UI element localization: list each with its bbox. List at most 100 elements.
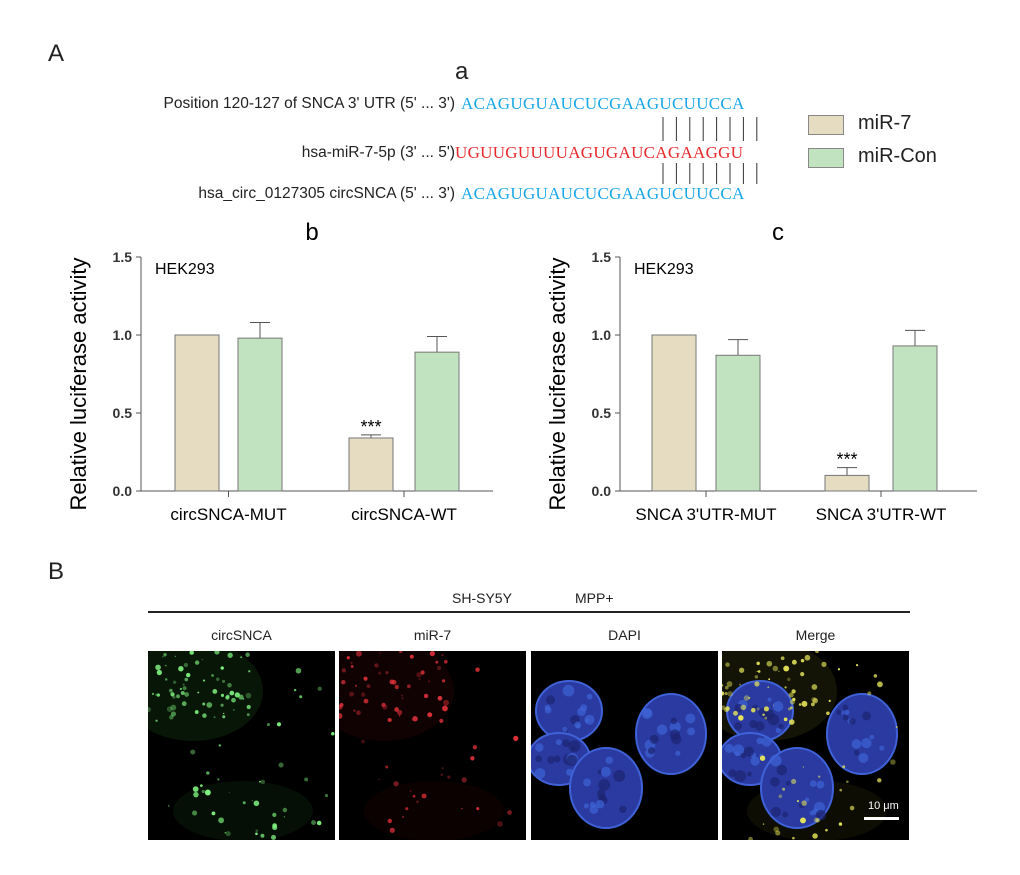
fluorescent-puncta [811, 697, 817, 703]
cytoplasm-signal [148, 651, 263, 741]
fluorescent-puncta [441, 653, 444, 657]
fluorescent-puncta [401, 697, 404, 700]
fluorescent-puncta [225, 831, 231, 837]
fluorescent-puncta [513, 735, 519, 741]
significance-marker: *** [360, 417, 381, 437]
x-tick-label: SNCA 3'UTR-MUT [635, 505, 776, 524]
fluorescent-puncta [155, 664, 161, 671]
fluorescent-puncta [382, 704, 388, 710]
fluorescent-puncta [194, 660, 200, 665]
chromatin [577, 707, 586, 716]
chromatin [816, 780, 825, 789]
fluorescent-puncta [394, 707, 399, 712]
chromatin [740, 752, 746, 759]
fluorescent-puncta [184, 692, 190, 697]
chromatin [670, 717, 678, 725]
fluorescent-puncta [162, 655, 164, 658]
fluorescent-puncta [339, 702, 344, 707]
fluorescent-puncta [439, 718, 444, 723]
chromatin [785, 780, 791, 786]
fluorescent-puncta [783, 717, 788, 722]
fluorescent-puncta [240, 656, 243, 659]
fluorescent-puncta [204, 789, 211, 796]
panel-label-b: B [48, 558, 65, 585]
chromatin [804, 797, 810, 802]
fluorescent-puncta [282, 807, 288, 813]
fluorescent-puncta [826, 711, 830, 716]
fluorescent-puncta [331, 732, 335, 736]
fluorescent-puncta [800, 658, 805, 663]
fluorescent-puncta [804, 654, 811, 661]
fluorescent-puncta [154, 693, 158, 696]
fluorescent-puncta [272, 825, 278, 831]
bar-miR-7-SNCA 3'UTR-MUT [651, 334, 697, 492]
fluorescent-puncta [778, 670, 780, 673]
fluorescent-puncta [156, 693, 161, 697]
treatment-label: MPP+ [575, 590, 614, 606]
chromatin [547, 756, 555, 764]
fluorescent-puncta [180, 691, 185, 695]
chromatin [600, 766, 611, 777]
chromatin [535, 755, 543, 763]
fluorescent-puncta [226, 694, 230, 698]
chromatin [844, 709, 850, 715]
fluorescent-puncta [726, 681, 733, 687]
chromatin [669, 721, 681, 733]
fluorescent-puncta [846, 780, 849, 784]
fluorescent-puncta [867, 691, 872, 696]
chromatin [545, 695, 556, 705]
chromatin [687, 727, 696, 736]
fluorescent-puncta [828, 699, 831, 702]
fluorescent-puncta [355, 684, 358, 687]
fluorescent-puncta [363, 676, 368, 681]
fluorescent-puncta [218, 817, 225, 824]
fluorescent-puncta [722, 691, 725, 696]
header-divider [148, 611, 910, 613]
fluorescent-puncta [242, 698, 245, 700]
fluorescent-puncta [405, 807, 409, 811]
fluorescent-puncta [224, 831, 227, 834]
fluorescent-puncta [227, 683, 232, 688]
fluorescent-puncta [379, 652, 381, 654]
fluorescent-puncta [409, 790, 412, 792]
chromatin [869, 734, 875, 740]
chart-annotation: HEK293 [155, 261, 215, 278]
chromatin [597, 789, 606, 798]
fluorescent-puncta [361, 692, 366, 697]
chart-c: c Relative luciferase activity HEK293 0.0 0.… [545, 219, 977, 524]
significance-marker: *** [836, 450, 857, 470]
fluorescent-puncta [182, 686, 187, 691]
bar-miR-Con-circSNCA-MUT [237, 337, 283, 492]
fluorescent-puncta [784, 686, 787, 689]
fluorescent-puncta [170, 711, 177, 717]
fluorescent-puncta [295, 667, 302, 674]
fluorescent-puncta [441, 767, 444, 769]
fluorescent-puncta [750, 707, 756, 713]
fluorescent-puncta [783, 665, 790, 672]
chromatin [761, 736, 772, 747]
fluorescent-puncta [245, 692, 252, 699]
fluorescent-puncta [267, 723, 270, 727]
fluorescent-puncta [739, 667, 745, 673]
subpanel-label: c [772, 219, 784, 246]
fluorescent-puncta [763, 706, 769, 712]
fluorescent-puncta [339, 713, 343, 719]
fluorescent-puncta [877, 681, 883, 688]
subpanel-label-a: a [455, 58, 469, 85]
chromatin [562, 739, 570, 748]
fluorescent-puncta [411, 718, 414, 721]
chromatin [853, 749, 860, 756]
fluorescent-puncta [440, 773, 444, 776]
fluorescent-puncta [754, 675, 759, 679]
fluorescent-puncta [201, 789, 205, 794]
fluorescent-puncta [811, 684, 818, 690]
fluorescent-puncta [775, 830, 781, 836]
fluorescent-puncta [838, 822, 843, 826]
chromatin [728, 769, 737, 777]
fluorescent-puncta [170, 689, 172, 692]
chromatin [734, 770, 747, 782]
fluorescent-puncta [842, 765, 846, 769]
chromatin [589, 804, 599, 814]
legend-label-mir7: miR-7 [858, 112, 912, 134]
